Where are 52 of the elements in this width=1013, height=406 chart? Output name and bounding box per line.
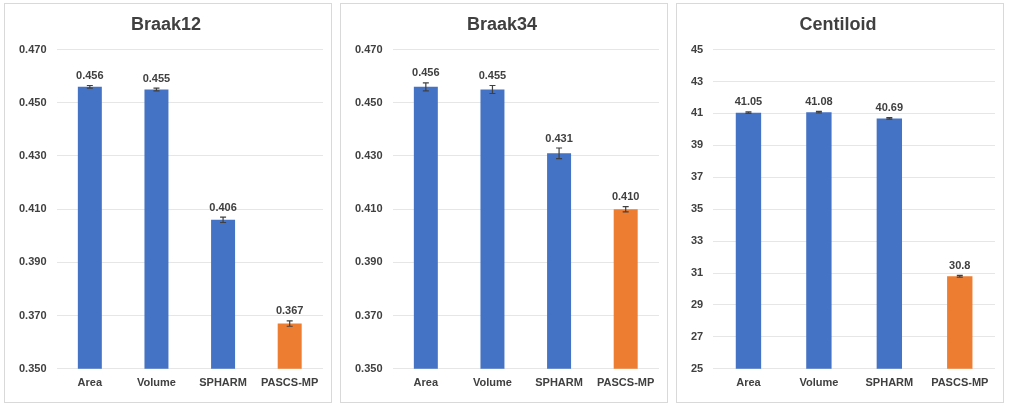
x-tick-label: Area [77, 376, 103, 389]
y-tick-label: 0.450 [355, 95, 383, 108]
x-tick-label: SPHARM [865, 376, 914, 389]
y-tick-label: 0.350 [355, 361, 383, 374]
y-tick-label: 31 [690, 266, 704, 279]
y-tick-label: 0.370 [19, 308, 47, 321]
data-label: 0.367 [275, 304, 304, 317]
y-tick-label: 29 [690, 297, 704, 310]
x-tick-label: SPHARM [535, 376, 583, 389]
data-label: 0.455 [478, 69, 507, 82]
y-tick-label: 25 [690, 361, 704, 374]
x-tick-label: PASCS-MP [597, 376, 655, 389]
y-tick-label: 0.430 [19, 149, 47, 162]
data-label: 0.456 [76, 69, 104, 82]
y-tick-label: 0.390 [355, 255, 383, 268]
y-tick-label: 0.470 [19, 42, 47, 55]
x-tick-label: SPHARM [199, 376, 247, 389]
y-tick-label: 33 [690, 234, 704, 247]
data-label: 41.08 [805, 94, 833, 107]
data-label: 0.431 [545, 131, 573, 144]
y-tick-label: 0.430 [355, 149, 383, 162]
y-tick-label: 0.410 [355, 202, 383, 215]
y-tick-label: 37 [690, 170, 704, 183]
x-tick-label: PASCS-MP [931, 376, 989, 389]
data-label: 0.456 [412, 66, 440, 79]
y-tick-label: 41 [690, 106, 704, 119]
x-tick-label: Area [736, 376, 762, 389]
y-tick-label: 0.370 [355, 308, 383, 321]
chart-title: Centiloid [799, 13, 877, 34]
y-tick-label: 0.390 [19, 255, 47, 268]
x-tick-label: PASCS-MP [261, 376, 319, 389]
y-tick-label: 27 [690, 329, 704, 342]
x-tick-label: Area [413, 376, 439, 389]
x-tick-label: Volume [472, 376, 512, 389]
y-tick-label: 0.410 [19, 202, 47, 215]
data-label: 0.455 [142, 71, 171, 84]
y-tick-label: 0.450 [19, 95, 47, 108]
y-tick-label: 45 [690, 42, 704, 55]
data-label: 30.8 [949, 258, 971, 271]
y-tick-label: 0.470 [355, 42, 383, 55]
data-label: 0.406 [209, 200, 237, 213]
x-tick-label: Volume [799, 376, 839, 389]
y-tick-label: 35 [690, 202, 704, 215]
y-tick-label: 39 [690, 138, 704, 151]
data-label: 0.410 [611, 190, 640, 203]
y-tick-label: 0.350 [19, 361, 47, 374]
data-label: 40.69 [875, 101, 904, 114]
chart-title: Braak34 [466, 13, 538, 34]
y-tick-label: 43 [690, 74, 704, 87]
x-tick-label: Volume [136, 376, 176, 389]
data-label: 41.05 [734, 95, 763, 108]
chart-title: Braak12 [130, 13, 202, 34]
